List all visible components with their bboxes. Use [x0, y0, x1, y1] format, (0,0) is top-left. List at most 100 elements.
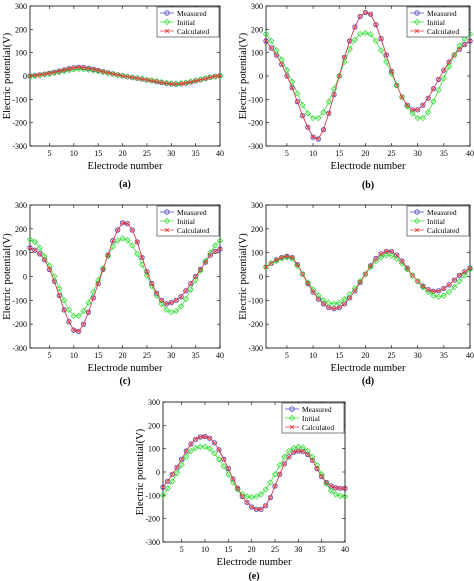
data-point-measured [291, 449, 297, 455]
data-point-calculated [130, 75, 135, 80]
data-point-measured [425, 95, 431, 101]
data-point-measured [357, 13, 363, 20]
data-point-initial [404, 266, 411, 273]
data-point-measured [404, 102, 410, 108]
data-point-calculated [399, 94, 405, 100]
data-point-calculated [467, 38, 473, 44]
data-point-calculated [188, 79, 193, 85]
data-point-calculated [316, 296, 321, 302]
data-point-initial [177, 303, 185, 310]
y-tick-label: 200 [251, 225, 263, 234]
data-point-calculated [272, 483, 278, 489]
data-point-initial [323, 480, 330, 487]
series-calculated [263, 10, 473, 142]
data-point-calculated [277, 472, 282, 477]
data-point-calculated [446, 59, 452, 65]
data-point-initial [215, 456, 223, 463]
data-point-calculated [37, 251, 42, 257]
data-point-initial [36, 244, 43, 252]
data-point-calculated [263, 264, 269, 270]
data-point-calculated [310, 134, 316, 140]
data-point-calculated [125, 74, 130, 79]
data-point-initial [435, 86, 442, 94]
x-tick-label: 20 [119, 149, 127, 158]
data-point-calculated [115, 72, 120, 78]
data-point-calculated [66, 66, 72, 71]
data-point-initial [356, 30, 364, 38]
data-point-initial [294, 262, 301, 269]
data-point-calculated [446, 282, 452, 288]
data-point-calculated [436, 288, 441, 293]
data-point-initial [320, 109, 327, 116]
data-point-measured [378, 251, 384, 257]
data-point-calculated [216, 447, 222, 453]
legend-entry: Initial [177, 217, 195, 226]
data-point-initial [295, 443, 302, 450]
data-point-calculated [436, 77, 441, 82]
data-point-measured [378, 36, 384, 42]
data-point-initial [461, 272, 468, 279]
x-tick-label: 15 [94, 351, 102, 360]
data-point-measured [188, 441, 194, 447]
data-point-calculated [159, 80, 164, 85]
data-point-measured [178, 294, 184, 300]
data-point-initial [325, 299, 332, 306]
data-point-initial [229, 479, 237, 486]
data-point-calculated [300, 113, 305, 118]
data-point-calculated [326, 305, 331, 310]
x-tick-label: 30 [167, 149, 175, 158]
y-axis-label: Electric potential(V) [2, 32, 13, 119]
data-point-calculated [410, 273, 415, 278]
data-point-initial [383, 251, 390, 259]
data-point-calculated [170, 472, 175, 477]
data-point-measured [320, 301, 327, 307]
data-point-measured [193, 436, 199, 442]
data-point-calculated [179, 456, 184, 462]
y-tick-label: 100 [15, 249, 27, 258]
chart-panel-1: -300 -200 -100 0 100 200 300 5 10 15 20 25 30 35 40 Ele… [2, 2, 224, 190]
data-point-initial [341, 493, 349, 500]
data-point-initial [377, 254, 385, 261]
data-point-measured [76, 328, 82, 334]
data-point-initial [163, 306, 170, 314]
data-point-initial [404, 103, 411, 110]
data-point-calculated [115, 227, 120, 233]
data-point-measured [289, 85, 295, 91]
x-tick-label: 40 [341, 545, 349, 554]
data-point-calculated [284, 254, 290, 259]
x-tick-label: 40 [466, 351, 474, 360]
data-point-initial [267, 479, 274, 486]
data-point-calculated [105, 70, 111, 75]
legend-entry: Measured [177, 208, 207, 217]
legend-marker [163, 217, 171, 225]
data-point-initial [313, 461, 321, 469]
data-point-calculated [174, 465, 180, 470]
y-tick-label: -100 [248, 296, 263, 305]
data-point-calculated [154, 291, 159, 296]
data-point-calculated [300, 449, 306, 454]
data-point-initial [187, 447, 195, 455]
legend-marker [164, 209, 170, 215]
data-point-initial [325, 98, 332, 105]
panel-caption: (b) [362, 180, 374, 191]
data-point-calculated [52, 70, 57, 75]
legend-entry: Measured [427, 9, 457, 18]
data-point-initial [372, 37, 380, 45]
y-tick-label: -200 [248, 119, 263, 128]
y-tick-label: -300 [145, 538, 160, 547]
data-point-initial [46, 262, 53, 269]
data-point-initial [85, 299, 92, 306]
legend-marker [413, 217, 421, 225]
x-tick-label: 15 [224, 545, 232, 554]
data-point-initial [172, 307, 180, 315]
y-tick-label: -200 [145, 515, 160, 524]
legend-marker [164, 227, 170, 233]
data-point-calculated [305, 452, 310, 457]
y-tick-label: 200 [15, 25, 27, 34]
data-point-calculated [47, 71, 52, 76]
data-point-initial [419, 114, 427, 122]
data-point-calculated [410, 107, 415, 113]
data-point-measured [173, 297, 179, 303]
y-tick-label: -200 [248, 320, 263, 329]
